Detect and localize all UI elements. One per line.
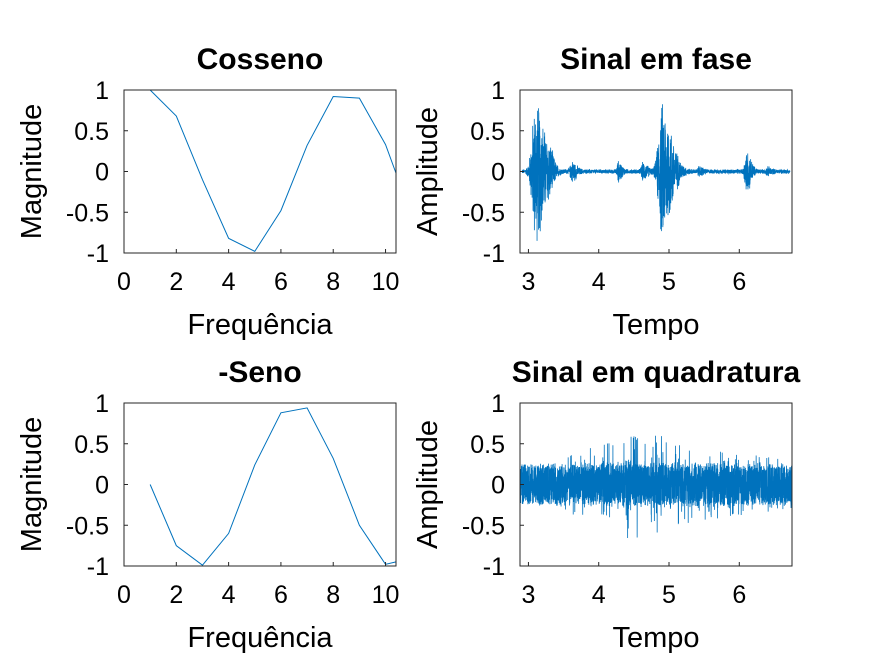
series-line-0 [149,407,397,566]
x-tick-label: 6 [732,581,746,609]
y-tick-label: -0.5 [66,199,109,227]
y-tick-label: 0.5 [470,431,505,459]
x-tick-label: 10 [372,581,400,609]
x-tick-label: 6 [274,581,288,609]
x-axis-label: Frequência [187,622,333,654]
y-tick-label: 0.5 [74,431,109,459]
subplot-cosseno: 0 2 4 6 8 10 1 0.5 0 -0.5 -1 Cosseno Frequência Magni… [16,43,399,341]
x-tick-label: 3 [521,581,535,609]
x-tick-label: 4 [592,268,606,296]
y-tick-label: 0.5 [470,118,505,146]
x-axis-label: Tempo [612,309,699,341]
x-axis-label: Frequência [187,309,333,341]
x-tick-label: 0 [117,268,131,296]
y-tick-label: 0 [491,159,505,187]
y-tick-label: -1 [87,240,109,268]
subplot-seno: 0 2 4 6 8 10 1 0.5 0 -0.5 -1 -Seno Frequência Magnitu… [16,356,399,654]
chart-title: Sinal em quadratura [512,356,801,389]
x-tick-label: 2 [169,581,183,609]
series-line-0 [519,435,793,539]
y-tick-label: -1 [87,553,109,581]
y-tick-label: 1 [491,390,505,418]
x-tick-label: 6 [732,268,746,296]
y-tick-label: -0.5 [66,512,109,540]
y-axis-label: Amplitude [412,107,444,236]
chart-title: -Seno [218,356,301,389]
y-axis-label: Magnitude [16,417,48,552]
x-tick-label: 6 [274,268,288,296]
x-tick-label: 8 [326,268,340,296]
y-tick-label: -1 [483,553,505,581]
subplot-sinal-em-fase: 3 4 5 6 1 0.5 0 -0.5 -1 Sinal em fase Tempo Amplitu… [412,43,793,341]
x-tick-label: 5 [662,581,676,609]
y-tick-label: 1 [95,77,109,105]
y-tick-label: -1 [483,240,505,268]
chart-title: Sinal em fase [560,43,752,76]
y-tick-label: 0 [491,472,505,500]
x-tick-label: 4 [222,268,236,296]
x-tick-label: 10 [372,268,400,296]
x-tick-label: 8 [326,581,340,609]
series-line-0 [521,104,791,241]
x-tick-label: 2 [169,268,183,296]
y-axis-label: Magnitude [16,104,48,239]
x-tick-label: 5 [662,268,676,296]
plot-area [123,402,397,567]
y-tick-label: 0.5 [74,118,109,146]
y-axis-label: Amplitude [412,420,444,549]
series-line-0 [149,89,397,253]
chart-title: Cosseno [197,43,324,76]
plot-area [123,89,397,254]
subplot-sinal-em-quadratura: 3 4 5 6 1 0.5 0 -0.5 -1 Sinal em quadratura Tempo A… [412,356,801,654]
y-tick-label: 0 [95,472,109,500]
y-tick-label: 0 [95,159,109,187]
x-tick-label: 4 [592,581,606,609]
x-tick-label: 0 [117,581,131,609]
x-tick-label: 4 [222,581,236,609]
x-tick-label: 3 [521,268,535,296]
y-tick-label: -0.5 [462,199,505,227]
y-tick-label: 1 [95,390,109,418]
y-tick-label: -0.5 [462,512,505,540]
y-tick-label: 1 [491,77,505,105]
x-axis-label: Tempo [612,622,699,654]
